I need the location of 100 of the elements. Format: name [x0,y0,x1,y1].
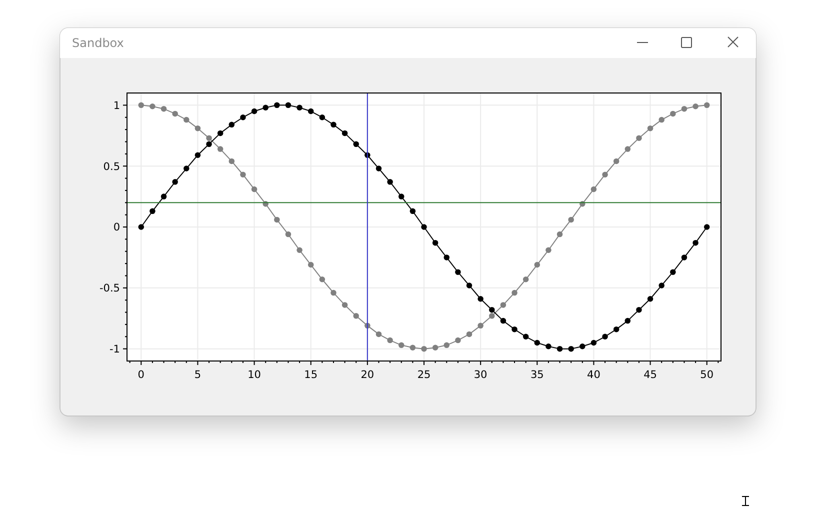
point [296,247,302,254]
y-tick-label: 0.5 [103,160,120,173]
point [670,110,676,117]
x-tick-label: 0 [138,369,144,381]
point [546,344,552,350]
point [704,224,710,230]
point [240,114,246,120]
point [251,186,258,192]
x-tick-label: 25 [417,369,431,381]
point [556,346,563,352]
point [160,194,167,200]
point [308,108,314,114]
point [522,334,529,340]
point [184,166,190,172]
x-tick-label: 45 [644,369,657,381]
point [590,340,597,346]
point [376,166,382,172]
point [556,231,563,238]
point [410,208,416,214]
point [330,122,336,128]
point [568,216,574,223]
point [150,208,156,214]
point [455,337,461,344]
point [398,342,404,348]
point [342,302,348,308]
point [160,106,167,112]
point [172,110,178,117]
point [172,179,178,185]
point [432,240,438,246]
point [512,326,518,332]
x-tick-label: 35 [530,369,544,381]
point [534,262,540,268]
point [647,125,654,132]
point [398,194,404,200]
y-tick-label: 0 [113,222,120,234]
point [624,146,631,152]
point [184,116,190,123]
point [251,108,258,114]
point [296,104,302,110]
point [489,313,495,319]
point [194,125,201,132]
point [206,135,212,141]
point [387,179,393,185]
point [262,104,268,110]
point [444,254,450,260]
point [138,224,144,230]
point [658,116,664,123]
x-tick-label: 15 [304,369,318,381]
point [636,306,642,313]
point [692,104,698,110]
point [353,141,359,148]
point [342,130,348,136]
point [613,326,620,332]
point [240,172,246,178]
x-tick-label: 5 [194,369,202,381]
point [274,216,280,223]
point [636,135,642,141]
point [500,318,506,324]
point [681,254,688,260]
point [512,290,518,296]
point [534,340,540,346]
point [444,342,450,348]
point [319,276,326,282]
point [602,334,608,340]
point [500,302,506,308]
point [228,122,235,128]
point [376,331,382,338]
point [194,152,201,158]
y-tick-label: -0.5 [100,282,120,295]
point [421,224,427,230]
point [421,346,427,352]
point [319,114,326,120]
point [353,313,359,319]
point [590,186,597,192]
x-tick-label: 50 [700,369,714,381]
point [217,146,224,152]
point [602,172,608,178]
point [410,344,416,350]
point [580,344,586,350]
chart-title: Sandbox [72,36,124,50]
x-tick-label: 10 [248,369,261,381]
point [568,346,574,352]
point [150,104,156,110]
point [217,130,224,136]
x-tick-label: 20 [360,369,374,381]
point [330,290,336,296]
point [670,269,676,275]
point [274,102,280,108]
point [489,306,495,313]
point [692,240,698,246]
point [681,106,688,112]
point [466,331,472,338]
point [285,231,292,238]
y-tick-label: -1 [110,343,120,356]
point [432,344,438,350]
point [308,262,314,268]
y-tick-label: 1 [113,100,120,112]
point [206,141,212,148]
point [704,102,710,108]
point [387,337,393,344]
